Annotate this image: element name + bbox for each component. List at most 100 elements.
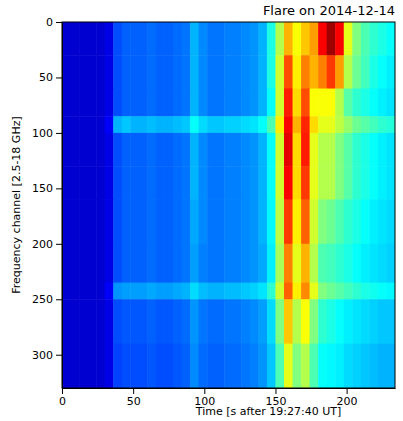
heat-cell [267,89,276,117]
heat-cell [369,116,378,133]
heat-cell [164,299,173,344]
heat-cell [293,89,302,117]
heat-cell [224,299,233,344]
heat-cell [318,89,327,117]
heat-cell [190,22,199,56]
heat-cell [156,244,165,283]
heat-cell [241,299,250,344]
heat-cell [96,55,105,89]
x-tick: 50 [127,388,141,408]
heat-cell [207,299,216,344]
heat-cell [301,116,310,133]
heat-cell [233,244,242,283]
heat-cell [79,283,88,300]
heat-cell [224,116,233,133]
heat-cell [352,133,361,167]
heat-cell [173,244,182,283]
heat-cell [361,116,370,133]
heat-cell [147,344,156,388]
heat-cell [310,22,319,56]
heat-cell [130,344,139,388]
y-axis-line [62,23,63,389]
heat-cell [190,116,199,133]
heat-cell [122,133,131,167]
heat-cell [190,283,199,300]
heat-cell [250,283,259,300]
heat-cell [173,166,182,200]
x-tick-mark [204,388,205,394]
heat-cell [164,283,173,300]
heat-cell [88,55,97,89]
heat-cell [71,55,80,89]
heat-cell [164,199,173,244]
heat-cell [199,344,208,388]
heat-cell [62,199,71,244]
heat-cell [130,133,139,167]
heat-cell [88,166,97,200]
heat-cell [318,133,327,167]
heat-cell [147,133,156,167]
heat-cell [156,299,165,344]
heat-cell [88,344,97,388]
heat-cell [327,244,336,283]
heat-cell [96,283,105,300]
heat-cell [156,22,165,56]
heat-cell [301,55,310,89]
heat-cell [224,199,233,244]
heat-cell [173,344,182,388]
y-axis-title: Frequency channel [2.5-18 GHz] [10,116,23,293]
heat-cell [96,199,105,244]
heat-cell [233,199,242,244]
heat-cell [386,199,395,244]
heat-cell [369,22,378,56]
heat-cell [62,116,71,133]
heat-cell [62,133,71,167]
heat-cell [275,55,284,89]
heat-cell [62,344,71,388]
heat-cell [378,244,387,283]
heat-cell [71,244,80,283]
heat-cell [156,199,165,244]
heat-cell [267,22,276,56]
heat-cell [233,133,242,167]
heat-cell [284,199,293,244]
heat-cell [378,116,387,133]
heat-cell [275,344,284,388]
heat-cell [293,244,302,283]
heat-cell [293,299,302,344]
heat-cell [275,166,284,200]
heat-cell [164,166,173,200]
heat-cell [173,55,182,89]
heat-cell [250,22,259,56]
heat-cell [190,344,199,388]
heat-cell [199,166,208,200]
heat-cell [207,22,216,56]
heat-cell [327,22,336,56]
heat-cell [216,344,225,388]
heat-cell [301,244,310,283]
heat-cell [122,299,131,344]
heat-cell [88,244,97,283]
heat-cell [182,299,191,344]
heat-cell [369,199,378,244]
heat-cell [352,244,361,283]
heat-cell [216,283,225,300]
heat-cell [386,283,395,300]
heat-cell [156,116,165,133]
heat-cell [96,116,105,133]
heat-cell [335,89,344,117]
heat-cell [335,344,344,388]
heat-cell [258,166,267,200]
heat-cell [199,55,208,89]
heat-cell [130,22,139,56]
heat-cell [96,22,105,56]
heat-cell [199,89,208,117]
heat-cell [284,89,293,117]
heat-cell [182,55,191,89]
heat-cell [173,299,182,344]
heat-cell [207,116,216,133]
heat-cell [293,166,302,200]
heat-cell [369,55,378,89]
heat-cell [139,133,148,167]
heat-cell [378,344,387,388]
